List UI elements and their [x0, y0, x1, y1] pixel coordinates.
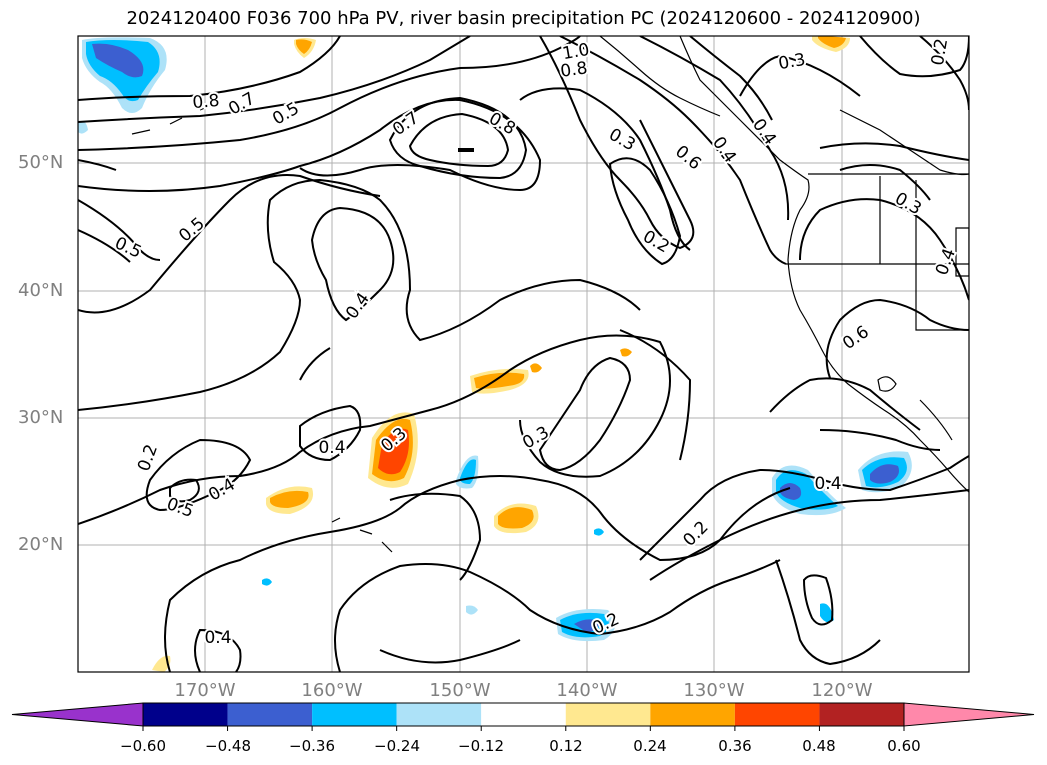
colorbar — [11, 702, 1035, 731]
contour-label: 0.5 — [112, 233, 145, 263]
latitude-label-50n: 50°N — [18, 152, 64, 173]
colorbar-tick-label: 0.12 — [549, 737, 583, 755]
contour-label: 0.3 — [891, 189, 924, 220]
map-frame — [77, 35, 970, 673]
colorbar-swatch — [143, 703, 228, 726]
colorbar-tick-label: −0.60 — [120, 737, 166, 755]
contour-label: 0.4 — [814, 474, 841, 494]
contour-label: 0.4 — [342, 289, 374, 323]
contour-label: 0.2 — [928, 37, 952, 67]
latitude-label-40n: 40°N — [18, 280, 64, 301]
longitude-label-170w: 170°W — [174, 680, 236, 701]
contour-label: 0.6 — [671, 142, 705, 175]
contour-label: 0.4 — [708, 133, 740, 167]
precip-patch-central-pacific — [368, 412, 418, 488]
colorbar-tick-label: 0.60 — [887, 737, 921, 755]
colorbar-extend-low — [11, 702, 144, 727]
longitude-label-130w: 130°W — [683, 680, 745, 701]
contour-label: 0.4 — [205, 475, 238, 506]
colorbar-swatch — [565, 703, 651, 726]
colorbar-swatch — [227, 703, 313, 726]
colorbar-swatch — [819, 703, 904, 726]
contour-label: 0.8 — [192, 91, 221, 113]
precipitation-shading — [78, 36, 912, 672]
colorbar-tick-label: 0.36 — [718, 737, 752, 755]
colorbar-tick-label: −0.36 — [289, 737, 335, 755]
contour-label: 0.2 — [639, 227, 672, 258]
contour-label: 0.5 — [175, 214, 209, 247]
contour-labels: 1.00.80.8 0.7 0.5 0.80.70.30.60.40.40.30.50… — [110, 35, 963, 650]
contour-label: 0.8 — [485, 109, 518, 140]
colorbar-tick-label: 0.24 — [633, 737, 667, 755]
colorbar-swatch — [312, 703, 397, 726]
precip-patch-alaska — [82, 37, 167, 114]
coastlines — [131, 36, 969, 553]
pv-contours — [78, 36, 969, 672]
contour-label: 0.3 — [777, 50, 807, 74]
colorbar-swatch — [481, 703, 566, 726]
colorbar-tick-label: −0.24 — [374, 737, 420, 755]
map-title: 2024120400 F036 700 hPa PV, river basin … — [126, 8, 921, 29]
longitude-label-150w: 150°W — [429, 680, 491, 701]
colorbar-swatch — [734, 703, 820, 726]
longitude-label-140w: 140°W — [556, 680, 618, 701]
contour-label: 0.6 — [839, 322, 873, 354]
precip-patch-southwest — [78, 121, 912, 642]
contour-label: 0.7 — [225, 89, 258, 120]
contour-label: 0.3 — [605, 125, 638, 156]
contour-label: 0.4 — [204, 628, 231, 648]
colorbar-tick-label: −0.12 — [458, 737, 504, 755]
latitude-label-30n: 30°N — [18, 407, 64, 428]
latitude-label-20n: 20°N — [18, 534, 64, 555]
longitude-label-160w: 160°W — [301, 680, 363, 701]
longitude-label-120w: 120°W — [811, 680, 873, 701]
colorbar-frame — [142, 702, 905, 727]
colorbar-swatch — [396, 703, 482, 726]
colorbar-tick-label: −0.48 — [205, 737, 251, 755]
colorbar-tick-label: 0.48 — [802, 737, 836, 755]
gridlines — [78, 36, 969, 672]
colorbar-swatch — [650, 703, 735, 726]
contour-label: 0.4 — [318, 438, 345, 458]
contour-label: 0.8 — [559, 58, 589, 82]
colorbar-extend-high — [903, 702, 1035, 727]
contour-label: 0.3 — [519, 423, 552, 454]
